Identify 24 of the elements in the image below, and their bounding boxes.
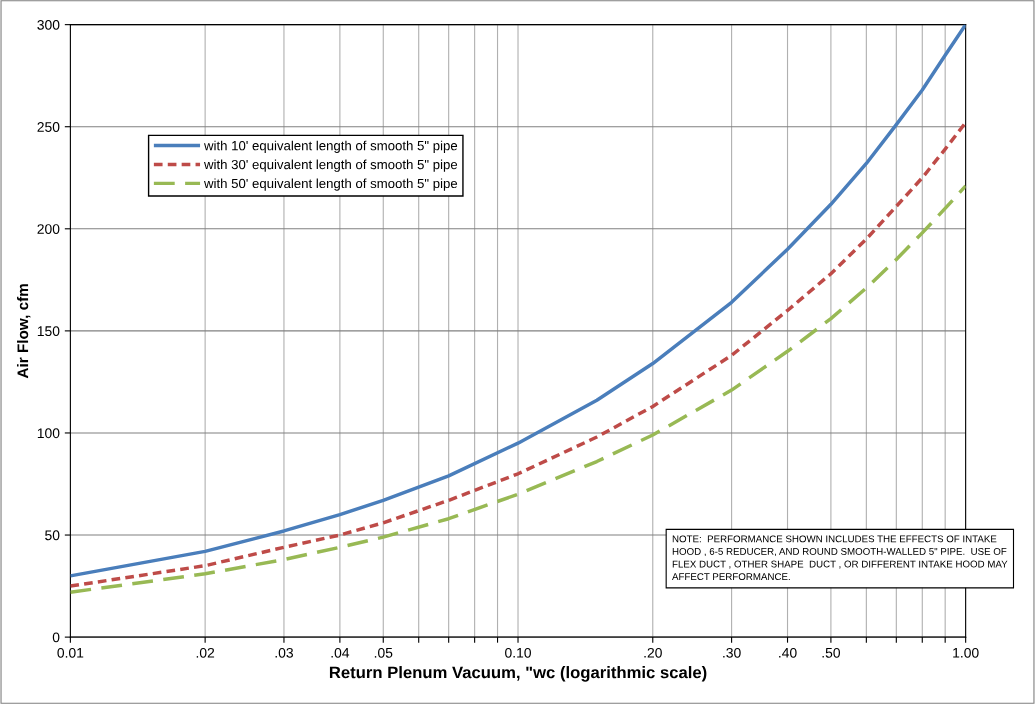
x-tick-label: .50 xyxy=(822,647,841,658)
x-tick-label: 0.01 xyxy=(57,647,84,658)
x-tick-label: .03 xyxy=(275,647,293,658)
x-axis-title: Return Plenum Vacuum, "wc (logarithmic scale) xyxy=(329,666,707,682)
y-tick-label: 250 xyxy=(37,122,60,132)
y-tick-label: 300 xyxy=(37,19,60,30)
x-tick-label: .02 xyxy=(196,647,215,658)
x-tick-label: .04 xyxy=(331,647,350,658)
x-tick-label: .05 xyxy=(374,647,393,658)
x-tick-label: 1.00 xyxy=(953,647,979,658)
y-tick-label: 100 xyxy=(37,428,60,439)
x-tick-label: .20 xyxy=(644,647,662,658)
legend-label: with 10' equivalent length of smooth 5" pipe xyxy=(204,140,458,153)
x-tick-label: 0.10 xyxy=(505,647,531,658)
y-tick-label: 200 xyxy=(37,224,60,234)
y-axis-title: Air Flow, cfm xyxy=(17,284,31,379)
y-tick-label: 0 xyxy=(52,632,60,643)
x-tick-label: .40 xyxy=(779,647,797,658)
annotation: NOTE: PERFORMANCE SHOWN INCLUDES THE EFFECTS OF INTAKE HOOD , 6-5 REDUCER, AND ROUND SMOOTH-WALLED 5" PIPE. USE OF FLEX DUCT , OTHER SHAPE DUCT , OR DIFFERENT INTAKE HOOD MAY AFFECT PERFORMANCE. xyxy=(672,535,1008,581)
legend-label: with 30' equivalent length of smooth 5" pipe xyxy=(204,159,458,172)
x-tick-label: .30 xyxy=(723,647,741,658)
legend-label: with 50' equivalent length of smooth 5" pipe xyxy=(204,178,458,191)
y-tick-label: 150 xyxy=(37,326,60,337)
y-tick-label: 50 xyxy=(45,530,60,541)
